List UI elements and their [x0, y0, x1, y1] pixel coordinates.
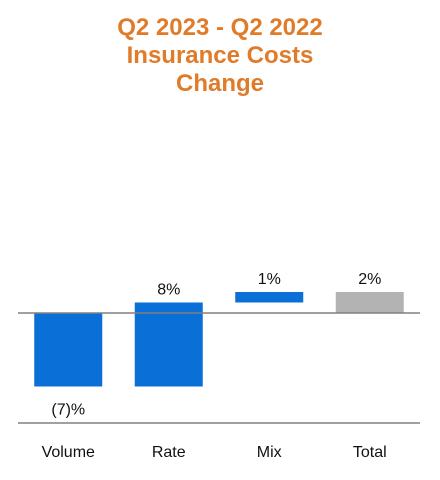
chart-title-line-1: Q2 2023 - Q2 2022 — [117, 14, 323, 41]
bar-volume — [34, 313, 103, 387]
data-label-rate: 8% — [157, 282, 180, 299]
bar-group — [34, 292, 404, 387]
category-label-total: Total — [353, 444, 387, 461]
bar-rate — [134, 302, 203, 387]
chart-title-line-2: Insurance Costs — [126, 42, 314, 69]
chart-title-line-3: Change — [175, 70, 264, 97]
data-label-total: 2% — [358, 271, 381, 288]
label-group: (7)% Volume 8% Rate 1% Mix 2% Total — [42, 271, 387, 461]
chart-title: Q2 2023 - Q2 2022 Insurance Costs Change — [0, 14, 440, 98]
category-label-mix: Mix — [257, 444, 282, 461]
bar-mix — [235, 292, 304, 303]
bar-total — [335, 292, 404, 313]
category-label-rate: Rate — [152, 444, 186, 461]
data-label-volume: (7)% — [51, 402, 85, 419]
data-label-mix: 1% — [258, 271, 281, 288]
category-label-volume: Volume — [42, 444, 95, 461]
